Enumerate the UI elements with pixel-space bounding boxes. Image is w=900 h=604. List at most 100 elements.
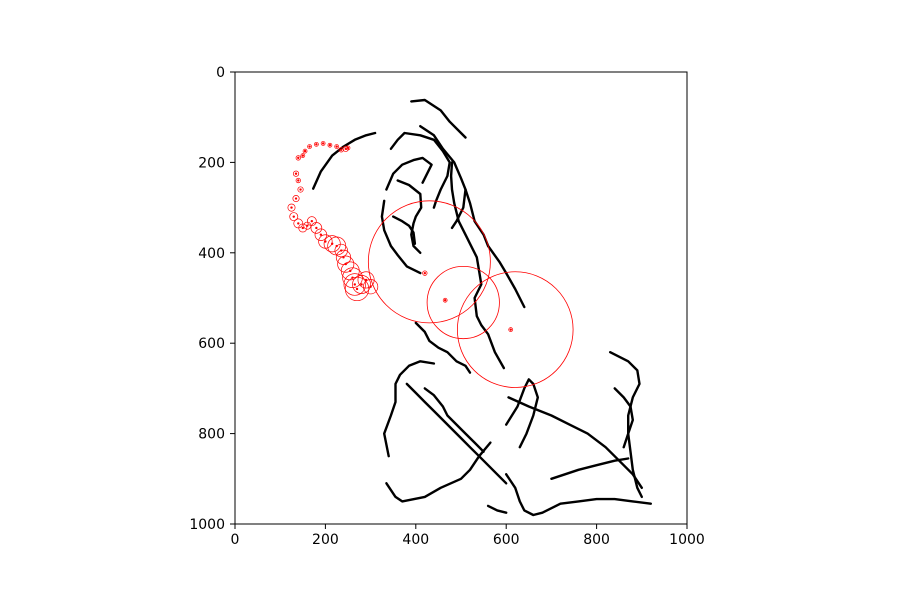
big-red-circle-0 bbox=[367, 200, 491, 324]
red-circle-28 bbox=[337, 255, 355, 273]
red-circle-7 bbox=[327, 142, 333, 148]
line-segment-6 bbox=[380, 199, 422, 275]
red-circle-20 bbox=[306, 216, 317, 227]
red-circle-30 bbox=[342, 267, 363, 288]
plot-frame bbox=[234, 71, 688, 525]
line-segment-15 bbox=[609, 351, 643, 499]
line-segment-16 bbox=[507, 396, 643, 489]
line-segment-14 bbox=[505, 378, 539, 449]
red-point-9 bbox=[340, 148, 343, 151]
red-point-18 bbox=[301, 226, 304, 230]
line-segment-21 bbox=[613, 387, 634, 449]
big-red-circle-1 bbox=[426, 265, 500, 340]
red-point-20 bbox=[310, 219, 314, 223]
x-tick-label-800: 800 bbox=[583, 532, 610, 548]
red-point-29 bbox=[349, 269, 352, 273]
red-point-31 bbox=[353, 283, 356, 286]
red-circle-1 bbox=[295, 155, 301, 161]
red-point-37 bbox=[443, 299, 447, 302]
red-circle-16 bbox=[289, 212, 299, 222]
red-point-24 bbox=[330, 242, 334, 245]
red-point-6 bbox=[321, 142, 325, 145]
x-tick-label-600: 600 bbox=[493, 532, 520, 548]
red-point-33 bbox=[360, 283, 363, 286]
red-point-12 bbox=[297, 179, 300, 182]
red-circle-0 bbox=[292, 170, 300, 177]
line-segment-1 bbox=[389, 131, 451, 209]
red-circle-14 bbox=[292, 195, 300, 203]
red-point-22 bbox=[319, 233, 323, 236]
y-axis: 0 200 400 600 800 1000 bbox=[189, 65, 235, 533]
red-circle-37 bbox=[442, 297, 448, 303]
red-point-4 bbox=[308, 145, 311, 148]
red-point-8 bbox=[335, 145, 338, 148]
red-circle-21 bbox=[310, 222, 323, 234]
red-circle-38 bbox=[508, 327, 514, 332]
y-tick-label-400: 400 bbox=[198, 246, 225, 262]
line-segment-0 bbox=[312, 131, 377, 190]
red-circle-26 bbox=[334, 243, 348, 258]
y-tick-label-200: 200 bbox=[198, 155, 225, 171]
red-point-16 bbox=[292, 215, 295, 218]
plot-area bbox=[234, 71, 688, 525]
line-segment-18 bbox=[423, 387, 485, 453]
red-circle-17 bbox=[293, 218, 304, 229]
red-point-3 bbox=[303, 149, 307, 153]
red-point-32 bbox=[355, 287, 359, 291]
red-point-15 bbox=[290, 206, 293, 209]
line-segment-7 bbox=[392, 215, 417, 245]
x-tick-label-400: 400 bbox=[402, 532, 429, 548]
red-circle-12 bbox=[295, 177, 301, 184]
red-circle-31 bbox=[343, 273, 366, 296]
red-circle-24 bbox=[323, 235, 341, 253]
red-circle-5 bbox=[314, 141, 319, 147]
red-circle-29 bbox=[340, 261, 360, 281]
red-circle-8 bbox=[334, 144, 340, 149]
red-circle-13 bbox=[297, 186, 304, 193]
red-circle-4 bbox=[307, 144, 312, 149]
red-point-19 bbox=[306, 224, 309, 227]
red-circle-18 bbox=[298, 223, 308, 233]
red-point-11 bbox=[346, 146, 350, 150]
red-circle-33 bbox=[352, 275, 371, 294]
red-circle-36 bbox=[422, 270, 428, 276]
red-circle-2 bbox=[300, 153, 306, 158]
red-point-35 bbox=[369, 285, 372, 288]
red-circle-34 bbox=[357, 271, 375, 289]
x-tick-label-200: 200 bbox=[312, 532, 339, 548]
line-segment-3 bbox=[419, 125, 467, 230]
red-circle-11 bbox=[345, 145, 351, 151]
line-segment-22 bbox=[550, 457, 630, 480]
line-segment-10 bbox=[473, 269, 506, 370]
red-point-7 bbox=[328, 144, 332, 147]
y-tick-label-600: 600 bbox=[198, 336, 225, 352]
line-segment-12 bbox=[383, 360, 436, 458]
red-point-1 bbox=[297, 156, 300, 160]
line-segment-8 bbox=[449, 161, 481, 273]
red-circle-15 bbox=[287, 203, 296, 212]
line-segment-4 bbox=[385, 156, 433, 191]
red-circle-3 bbox=[302, 148, 308, 154]
line-segment-17 bbox=[405, 382, 508, 485]
line-segment-5 bbox=[396, 179, 423, 254]
red-point-21 bbox=[315, 226, 318, 230]
line-segment-11 bbox=[414, 321, 472, 374]
x-tick-label-1000: 1000 bbox=[669, 532, 705, 548]
red-point-14 bbox=[294, 197, 298, 200]
x-axis: 0 200 400 600 800 1000 bbox=[231, 524, 705, 548]
red-circle-6 bbox=[320, 141, 326, 146]
red-point-2 bbox=[301, 154, 304, 157]
red-point-36 bbox=[423, 271, 427, 275]
red-point-38 bbox=[509, 328, 512, 331]
big-red-circle-2 bbox=[456, 271, 574, 388]
line-segment-9 bbox=[464, 188, 526, 309]
red-point-13 bbox=[299, 188, 302, 191]
y-tick-label-1000: 1000 bbox=[189, 517, 225, 533]
line-segment-20 bbox=[486, 504, 508, 514]
x-tick-label-0: 0 bbox=[231, 532, 240, 548]
red-point-0 bbox=[294, 172, 298, 175]
red-circle-32 bbox=[344, 276, 370, 302]
line-segment-13 bbox=[385, 441, 492, 503]
